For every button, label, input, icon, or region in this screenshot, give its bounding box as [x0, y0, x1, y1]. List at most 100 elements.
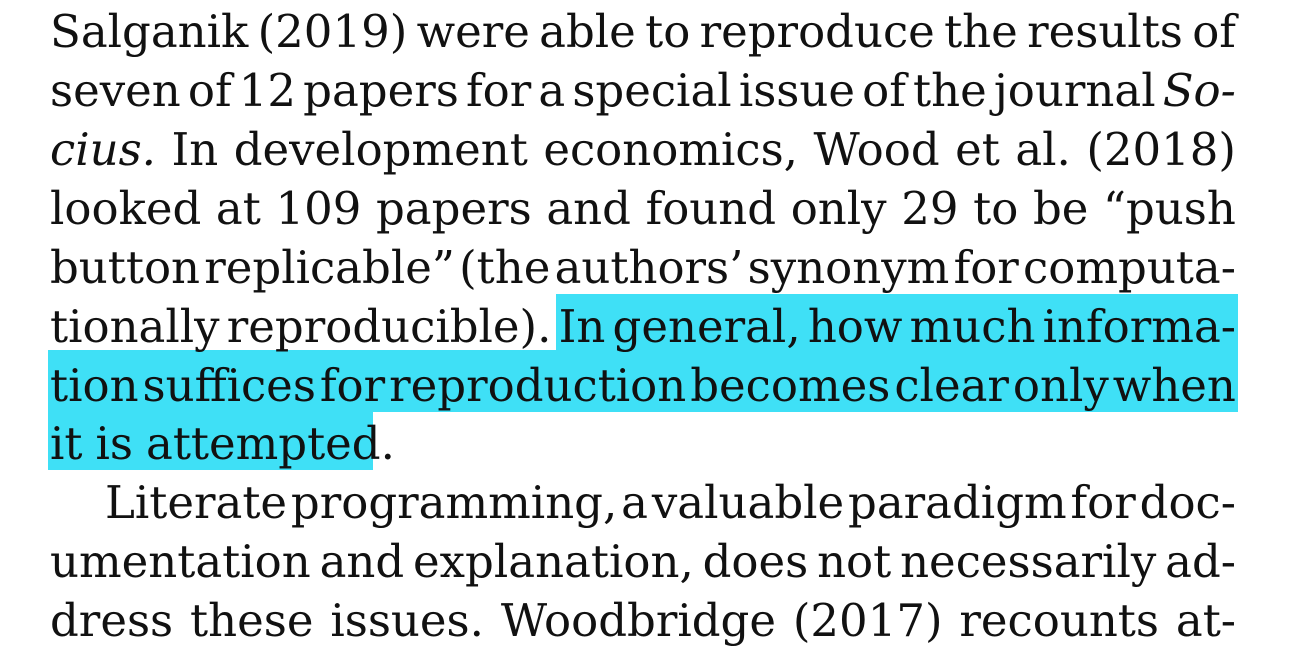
highlighted-word: In	[558, 300, 606, 353]
word: seven	[50, 64, 181, 117]
highlight-segment-3	[48, 410, 373, 470]
text-line-2: seven of 12 papers for a special issue o…	[50, 61, 1236, 121]
word: papers	[376, 182, 532, 235]
word: In	[171, 123, 219, 176]
word: (2019)	[257, 5, 408, 58]
word: and	[319, 535, 405, 588]
highlighted-word: reproduction	[389, 359, 687, 412]
text-line-9: Literate programming, a valuable paradig…	[50, 473, 1236, 533]
word: to	[645, 5, 691, 58]
word: dress	[50, 594, 174, 647]
word: not	[817, 535, 892, 588]
word: at-	[1175, 594, 1236, 647]
text-line-8: it is attempted.	[50, 414, 1236, 474]
word: found	[645, 182, 777, 235]
highlighted-word: tion	[50, 359, 139, 412]
word: a	[538, 64, 566, 117]
word: results	[1027, 5, 1183, 58]
highlighted-word: only	[1012, 359, 1109, 412]
word: of	[862, 64, 906, 117]
word: of	[187, 64, 232, 117]
highlighted-word: suffices	[142, 359, 316, 412]
word: recounts	[959, 594, 1159, 647]
word: (2018)	[1086, 123, 1236, 176]
highlighted-word: becomes	[690, 359, 891, 412]
word: of	[1192, 5, 1236, 58]
text-line-4: looked at 109 papers and found only 29 t…	[50, 179, 1236, 239]
highlighted-word: when	[1112, 359, 1236, 412]
text-line-11: dress these issues. Woodbridge (2017) re…	[50, 591, 1236, 651]
word: reproducible).	[226, 300, 552, 353]
word: (the	[459, 241, 551, 294]
word: reproduce	[699, 5, 935, 58]
word: to	[973, 182, 1019, 235]
text-line-5: button replicable” (the authors’ synonym…	[50, 238, 1236, 298]
word: for	[465, 64, 532, 117]
text-line-3: cius. In development economics, Wood et …	[50, 120, 1236, 180]
word: looked	[50, 182, 202, 235]
highlight-segment-1	[556, 294, 1238, 354]
word: ad-	[1165, 535, 1236, 588]
word: were	[416, 5, 530, 58]
highlighted-word: is	[95, 417, 133, 470]
word: a	[621, 476, 648, 529]
word: doc-	[1139, 476, 1236, 529]
word: papers	[303, 64, 459, 117]
word: issue	[738, 64, 856, 117]
highlighted-word: general,	[612, 300, 801, 353]
word: for	[953, 241, 1019, 294]
word: valuable	[651, 476, 845, 529]
word: these	[190, 594, 314, 647]
text-line-6: tionally reproducible). In general, how …	[50, 297, 1236, 357]
word: be	[1032, 182, 1089, 235]
word: “push	[1103, 182, 1236, 235]
word: for	[1070, 476, 1136, 529]
word: Wood	[813, 123, 940, 176]
word: 12	[238, 64, 297, 117]
word: al.	[1015, 123, 1071, 176]
text-line-7: tion suffices for reproduction becomes c…	[50, 356, 1236, 416]
highlighted-word: clear	[894, 359, 1009, 412]
word: Literate	[105, 476, 288, 529]
highlighted-word: attempted.	[145, 417, 395, 470]
word: et	[955, 123, 1000, 176]
word: special	[572, 64, 732, 117]
journal-name-part-2: cius.	[50, 123, 156, 176]
word: development	[233, 123, 528, 176]
word: able	[539, 5, 636, 58]
word: computa-	[1023, 241, 1236, 294]
word: authors’	[554, 241, 744, 294]
highlighted-word: informa-	[1042, 300, 1236, 353]
word: Salganik	[50, 5, 249, 58]
word: synonym	[747, 241, 950, 294]
highlighted-word: much	[909, 300, 1036, 353]
word: at	[215, 182, 261, 235]
word: (2017)	[792, 594, 943, 647]
word: Woodbridge	[500, 594, 776, 647]
highlight-segment-2	[48, 350, 1238, 412]
word: umentation	[50, 535, 311, 588]
word: the	[944, 5, 1018, 58]
journal-name-part-1: So-	[1162, 64, 1236, 117]
word: 109	[275, 182, 362, 235]
text-line-1: Salganik (2019) were able to reproduce t…	[50, 2, 1236, 62]
word: issues.	[330, 594, 484, 647]
highlighted-word: how	[807, 300, 903, 353]
highlighted-word: for	[319, 359, 386, 412]
word: explanation,	[413, 535, 694, 588]
word: button	[50, 241, 201, 294]
word: economics,	[543, 123, 798, 176]
word: programming,	[290, 476, 618, 529]
word: 29	[901, 182, 959, 235]
word: tionally	[50, 300, 220, 353]
word: journal	[993, 64, 1156, 117]
highlighted-word: it	[50, 417, 83, 470]
word: only	[790, 182, 887, 235]
word: paradigm	[848, 476, 1067, 529]
word: does	[702, 535, 809, 588]
word: the	[913, 64, 987, 117]
word: and	[546, 182, 631, 235]
word: replicable”	[204, 241, 455, 294]
word: necessarily	[900, 535, 1157, 588]
